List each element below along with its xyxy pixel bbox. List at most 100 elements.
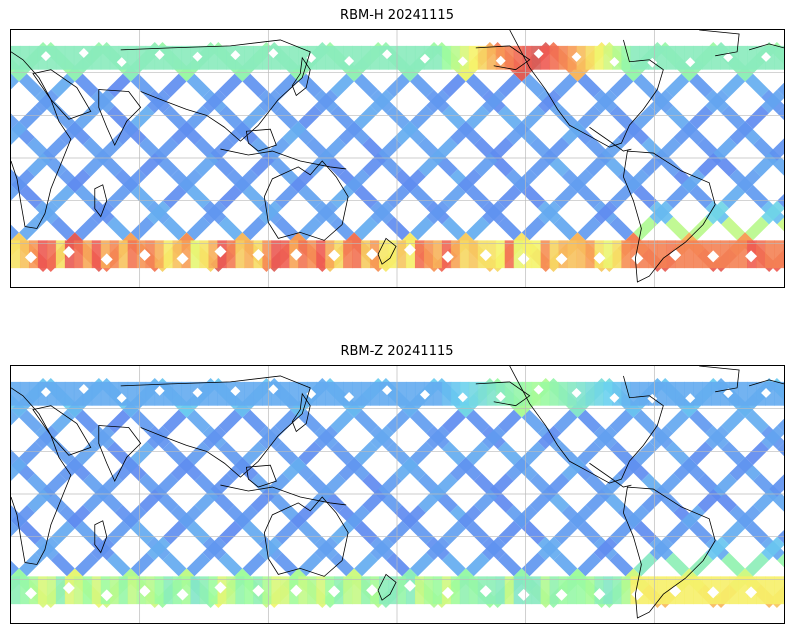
swath-segment: [402, 505, 426, 529]
swath-segment: [178, 169, 203, 193]
swath-segment: [354, 73, 378, 98]
data-gap: [685, 57, 696, 68]
swath-segment: [633, 73, 658, 98]
swath-segment: [721, 216, 745, 241]
band-cell: [504, 381, 515, 406]
band-cell: [603, 45, 613, 70]
band-cell: [226, 240, 236, 269]
band-cell: [459, 381, 470, 406]
swath-segment: [218, 73, 243, 98]
band-cell: [379, 381, 389, 406]
swath-segment: [11, 520, 19, 537]
swath-segment: [505, 457, 530, 481]
band-cell: [684, 45, 694, 70]
band-cell: [145, 240, 156, 269]
band-cell: [271, 381, 281, 406]
band-cell: [648, 381, 658, 406]
band-cell: [280, 45, 290, 70]
band-cell: [118, 576, 129, 605]
band-cell: [334, 381, 344, 406]
swath-segment: [617, 121, 642, 145]
swath-segment: [27, 153, 51, 177]
swath-segment: [90, 536, 115, 561]
band-cell: [423, 576, 434, 605]
swath-segment: [266, 137, 291, 161]
swath-segment: [306, 137, 331, 161]
swath-segment: [689, 552, 714, 577]
swath-segment: [74, 520, 99, 545]
swath-segment: [250, 489, 275, 513]
panel-title: RBM-Z 20241115: [340, 344, 454, 359]
swath-segment: [186, 105, 211, 130]
data-gap: [593, 252, 606, 265]
band-cell: [82, 45, 93, 70]
swath-segment: [537, 425, 562, 450]
band-cell: [423, 240, 434, 269]
swath-segment: [330, 73, 355, 98]
swath-segment: [11, 409, 19, 426]
band-cell: [19, 240, 30, 269]
data-gap: [647, 393, 658, 404]
swath-segment: [481, 536, 506, 561]
swath-segment: [162, 441, 187, 466]
swath-segment: [521, 184, 546, 209]
swath-segment: [641, 153, 666, 177]
data-gap: [707, 586, 720, 599]
band-cell: [190, 240, 201, 269]
swath-segment: [170, 457, 195, 481]
coastline-south-america: [623, 486, 716, 619]
swath-segment: [370, 200, 394, 225]
swath-segment: [561, 457, 586, 481]
swath-segment: [154, 137, 179, 161]
band-cell: [163, 240, 174, 269]
data-gap: [495, 391, 506, 402]
swath-segment: [370, 89, 394, 114]
band-cell: [280, 576, 290, 605]
swath-segment: [521, 441, 546, 466]
band-cell: [639, 576, 649, 605]
swath-segment: [410, 552, 434, 577]
band-cell: [684, 381, 694, 406]
swath-segment: [577, 73, 602, 98]
swath-segment: [186, 441, 211, 466]
band-cell: [702, 576, 712, 605]
band-cell: [756, 45, 766, 70]
swath-segment: [465, 216, 490, 241]
swath-segment: [11, 121, 27, 145]
swath-segment: [242, 520, 267, 545]
swath-segment: [641, 137, 666, 161]
swath-segment: [577, 184, 602, 209]
band-cell: [388, 381, 398, 406]
band-cell: [477, 381, 488, 406]
swath-segment: [90, 89, 115, 114]
band-cell: [109, 240, 120, 269]
swath-segment: [258, 536, 283, 561]
band-cell: [486, 576, 497, 605]
swath-segment: [641, 489, 666, 513]
swath-segment: [114, 121, 139, 145]
band-cell: [585, 240, 595, 269]
coastline-borneo: [245, 464, 277, 488]
swath-segment: [641, 473, 666, 497]
band-cell: [648, 45, 658, 70]
swath-segment: [633, 441, 658, 466]
band-cell: [504, 45, 515, 70]
band-cell: [585, 576, 595, 605]
data-gap: [192, 51, 203, 62]
swath-segment: [418, 473, 442, 497]
swath-segment: [258, 425, 283, 450]
band-cell: [127, 576, 138, 605]
band-cell: [450, 240, 461, 269]
swath-segment: [138, 489, 163, 513]
swath-segment: [11, 113, 19, 130]
band-cell: [271, 45, 281, 70]
coastline-arabia: [32, 69, 92, 120]
swath-segment: [74, 441, 99, 466]
swath-segment: [410, 520, 434, 545]
swath-segment: [194, 473, 219, 497]
band-cell: [495, 576, 506, 605]
band-cell: [549, 45, 560, 70]
band-cell: [145, 381, 156, 406]
band-cell: [549, 576, 560, 605]
swath-segment: [298, 520, 323, 545]
